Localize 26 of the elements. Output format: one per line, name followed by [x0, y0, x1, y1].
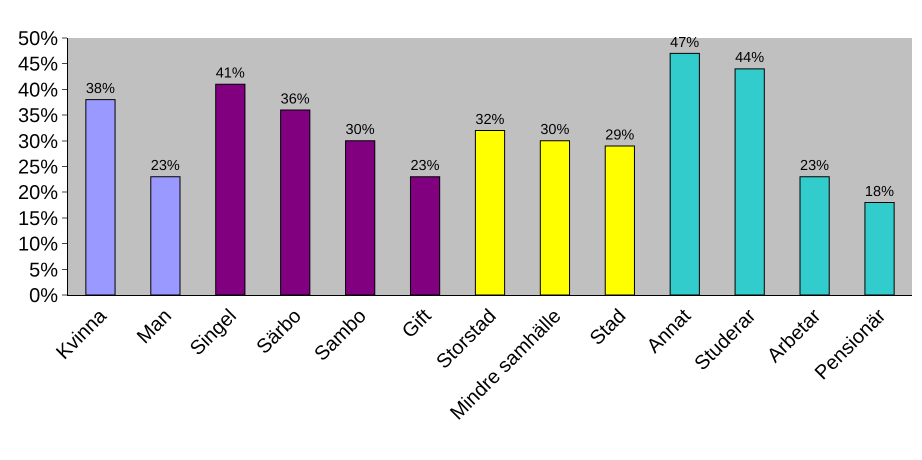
data-label: 23% [150, 158, 180, 174]
x-tick-label: Gift [398, 304, 436, 343]
y-tick-label: 50% [18, 28, 58, 50]
data-label: 29% [605, 127, 634, 144]
data-label: 44% [735, 50, 764, 66]
data-label: 47% [670, 34, 700, 51]
data-label: 32% [475, 112, 505, 128]
data-label: 18% [864, 184, 894, 200]
y-tick-label: 5% [29, 259, 58, 282]
data-label: 23% [410, 158, 440, 174]
y-tick-label: 0% [29, 285, 58, 307]
y-tick-label: 45% [18, 54, 58, 76]
y-tick-label: 15% [18, 208, 58, 230]
y-tick-label: 10% [18, 234, 58, 256]
data-label: 41% [216, 66, 245, 82]
y-tick-label: 25% [18, 156, 58, 178]
y-tick-label: 20% [18, 182, 58, 204]
y-tick-label: 35% [18, 105, 58, 128]
y-tick-label: 40% [18, 79, 58, 102]
data-label: 30% [346, 122, 375, 138]
data-label: 30% [540, 122, 570, 138]
x-tick-label: Man [132, 305, 176, 348]
data-label: 38% [86, 81, 115, 98]
y-tick-label: 30% [18, 130, 58, 153]
data-label: 23% [800, 158, 830, 174]
data-label: 36% [280, 91, 310, 108]
